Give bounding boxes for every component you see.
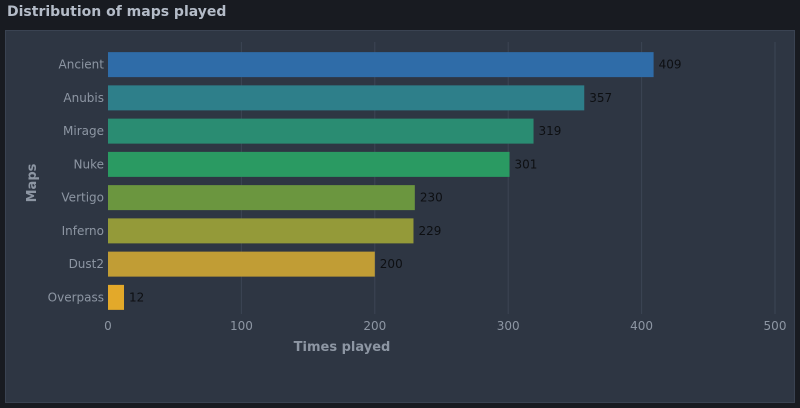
x-tick-label: 500 [764, 319, 787, 333]
bar-layer [108, 52, 654, 310]
bar-chart: 0 100 200 300 400 500 Ancient 409 Anubis 357 Mirag… [25, 42, 787, 355]
bar [108, 284, 125, 310]
y-tick-label: Ancient [59, 58, 105, 72]
bar [108, 185, 415, 211]
data-label: 200 [380, 257, 403, 271]
label-layer: 0 100 200 300 400 500 Ancient 409 Anubis 357 Mirag… [48, 58, 787, 333]
y-tick-label: Inferno [62, 224, 104, 238]
data-label: 319 [539, 124, 562, 138]
y-tick-label: Vertigo [61, 191, 104, 205]
x-tick-label: 0 [104, 319, 112, 333]
data-label: 12 [129, 290, 144, 304]
data-label: 409 [659, 58, 682, 72]
data-label: 229 [418, 224, 441, 238]
y-tick-label: Dust2 [69, 257, 104, 271]
y-tick-label: Mirage [63, 124, 104, 138]
data-label: 357 [589, 91, 612, 105]
y-axis-title: Maps [25, 163, 40, 202]
y-tick-label: Anubis [63, 91, 104, 105]
x-tick-label: 400 [630, 319, 653, 333]
x-tick-label: 100 [230, 319, 253, 333]
y-tick-label: Overpass [48, 290, 104, 304]
bar [108, 85, 585, 111]
chart-panel: 0 100 200 300 400 500 Ancient 409 Anubis 357 Mirag… [5, 30, 795, 403]
data-label: 301 [515, 157, 538, 171]
x-tick-label: 300 [497, 319, 520, 333]
y-tick-label: Nuke [74, 157, 105, 171]
bar [108, 251, 375, 277]
bar [108, 151, 510, 177]
bar [108, 52, 654, 78]
panel-title: Distribution of maps played [7, 4, 227, 20]
bar [108, 218, 414, 244]
x-axis-title: Times played [294, 340, 391, 355]
x-tick-label: 200 [363, 319, 386, 333]
bar [108, 118, 534, 144]
data-label: 230 [420, 191, 443, 205]
